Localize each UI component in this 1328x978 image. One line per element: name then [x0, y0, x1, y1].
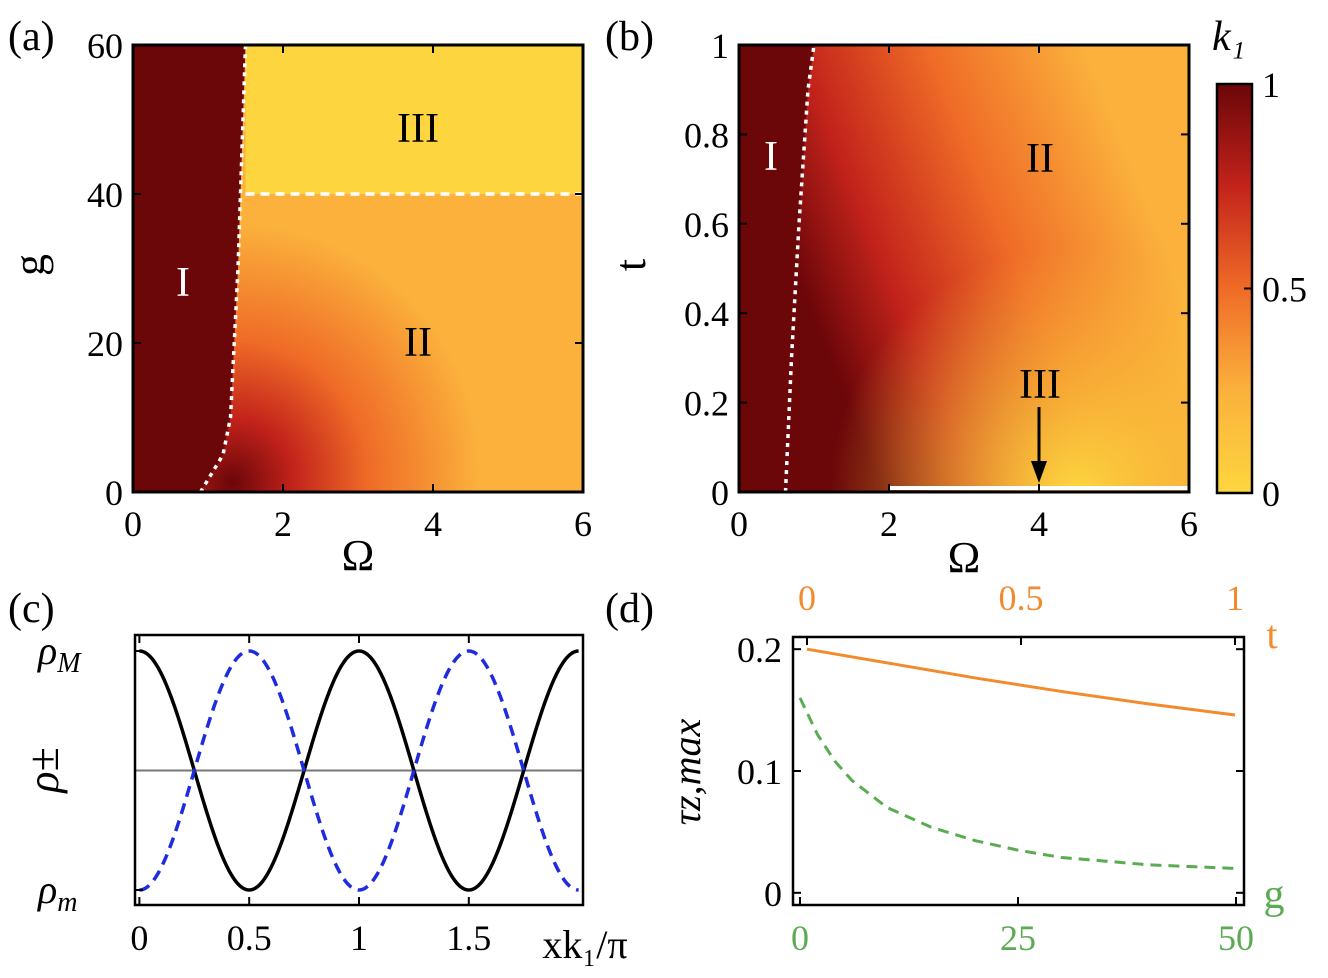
colorbar-ticks: 00.51 — [1244, 65, 1307, 514]
panel-a-ylabel: g — [5, 254, 54, 276]
panel-b-xlabel: Ω — [948, 533, 981, 582]
panel-a-ytick-label: 60 — [87, 26, 123, 66]
panel-b-ytick-label: 0.8 — [684, 115, 729, 155]
panel-b: 0 2 4 600.20.40.60.81 (b) t Ω I II III 00.5… — [605, 14, 1307, 582]
panel-b-ytick-label: 0.2 — [684, 384, 729, 424]
panel-b-label: (b) — [605, 14, 654, 60]
panel-c-xtick-label: 1.5 — [446, 918, 491, 958]
panel-d-top-tick-label: 0 — [798, 578, 816, 618]
panel-c-plot — [135, 649, 583, 892]
panel-b-region-I-fill — [739, 45, 814, 492]
colorbar-tick-label: 0 — [1262, 474, 1280, 514]
panel-c-xtick-label: 0 — [130, 918, 148, 958]
panel-c: 0 0.5 1 1.5 ρm ρM (c) ρ± xk₁/π — [8, 586, 628, 967]
panel-c-series-solid — [139, 649, 579, 892]
panel-d-bottom-tick-label: 25 — [1000, 918, 1036, 958]
panel-d-top-tick-label: 1 — [1226, 578, 1244, 618]
panel-d-bottom-axis-label: g — [1264, 872, 1285, 918]
panel-d-ytick-label: 0.2 — [737, 630, 782, 670]
colorbar-tick-label: 0.5 — [1262, 270, 1307, 310]
panel-a-xtick-label: 4 — [424, 504, 442, 544]
panel-d: 0 0.1 0.2 0 0.5 1 0 25 50 (d) τz,max t g — [605, 578, 1285, 958]
panel-c-ytick-label: ρm — [36, 867, 77, 918]
panel-c-ylabel: ρ± — [19, 747, 68, 794]
colorbar-tick-label: 1 — [1262, 65, 1280, 105]
panel-a-region-I: I — [176, 260, 190, 306]
panel-b-xtick-label: 2 — [880, 504, 898, 544]
panel-a-region-II: II — [404, 320, 432, 366]
panel-a-xtick-label: 0 — [124, 504, 142, 544]
panel-a-boundary-0 — [199, 44, 248, 493]
panel-b-region-II: II — [1026, 136, 1054, 182]
panel-b-ytick-label: 0 — [711, 473, 729, 513]
panel-c-ytick-label: ρM — [36, 628, 82, 679]
panel-a-region-III: III — [397, 106, 439, 152]
panel-d-ticks: 0 0.1 0.2 0 0.5 1 0 25 50 — [737, 578, 1254, 958]
panel-d-series-t — [806, 647, 1236, 717]
panel-d-plot — [798, 647, 1237, 870]
panel-c-label: (c) — [8, 586, 55, 632]
panel-d-top-tick-label: 0.5 — [999, 578, 1044, 618]
arrow-head — [1031, 461, 1047, 484]
panel-d-series-g — [798, 697, 1237, 870]
panel-a-xtick-label: 2 — [274, 504, 292, 544]
panel-d-ytick-label: 0 — [764, 874, 782, 914]
panel-c-xlabel: xk₁/π — [542, 922, 627, 967]
panel-d-bottom-tick-label: 0 — [791, 918, 809, 958]
panel-b-xtick-label: 6 — [1180, 504, 1198, 544]
panel-d-ylabel: τz,max — [664, 718, 709, 825]
panel-d-top-axis-label: t — [1266, 612, 1277, 657]
colorbar-label: k₁ — [1212, 14, 1245, 60]
panel-d-ytick-label: 0.1 — [737, 752, 782, 792]
panel-a-region-III-fill — [245, 45, 583, 194]
panel-a-ytick-label: 40 — [87, 175, 123, 215]
panel-c-xtick-label: 1 — [350, 918, 368, 958]
panel-a-ytick-label: 20 — [87, 324, 123, 364]
panel-a-region-I-fill — [133, 45, 246, 492]
panel-b-arrow — [1031, 407, 1047, 484]
panel-c-xtick-label: 0.5 — [227, 918, 272, 958]
panel-a-ytick-label: 0 — [105, 473, 123, 513]
panel-b-region-III: III — [1019, 362, 1061, 408]
panel-b-region-I: I — [764, 134, 778, 180]
panel-d-label: (d) — [605, 586, 654, 632]
panel-d-bottom-tick-label: 50 — [1218, 918, 1254, 958]
panel-a-label: (a) — [8, 14, 55, 60]
panel-b-ytick-label: 1 — [711, 26, 729, 66]
panel-b-xtick-label: 4 — [1030, 504, 1048, 544]
panel-c-ticks: 0 0.5 1 1.5 ρm ρM — [36, 628, 584, 958]
panel-a-frame — [131, 43, 585, 494]
panel-b-ylabel: t — [606, 259, 655, 271]
panel-a-boundaries — [199, 44, 583, 493]
panel-b-boundary-0 — [783, 44, 816, 493]
panel-b-xtick-label: 0 — [730, 504, 748, 544]
panel-b-ticks: 0 2 4 6 0 0.2 0.4 0.6 0.8 1 — [684, 26, 1198, 544]
panel-a-xlabel: Ω — [342, 531, 375, 580]
panel-a-xtick-label: 6 — [574, 504, 592, 544]
panel-b-ytick-label: 0.6 — [684, 205, 729, 245]
panel-b-frame — [737, 43, 1191, 494]
panel-b-heatmap — [739, 45, 1189, 492]
panel-a-heatmap — [133, 45, 583, 492]
panel-b-ytick-label: 0.4 — [684, 294, 729, 334]
panel-c-series-dashed — [139, 649, 579, 892]
panel-b-yellow-glow — [739, 45, 1189, 492]
